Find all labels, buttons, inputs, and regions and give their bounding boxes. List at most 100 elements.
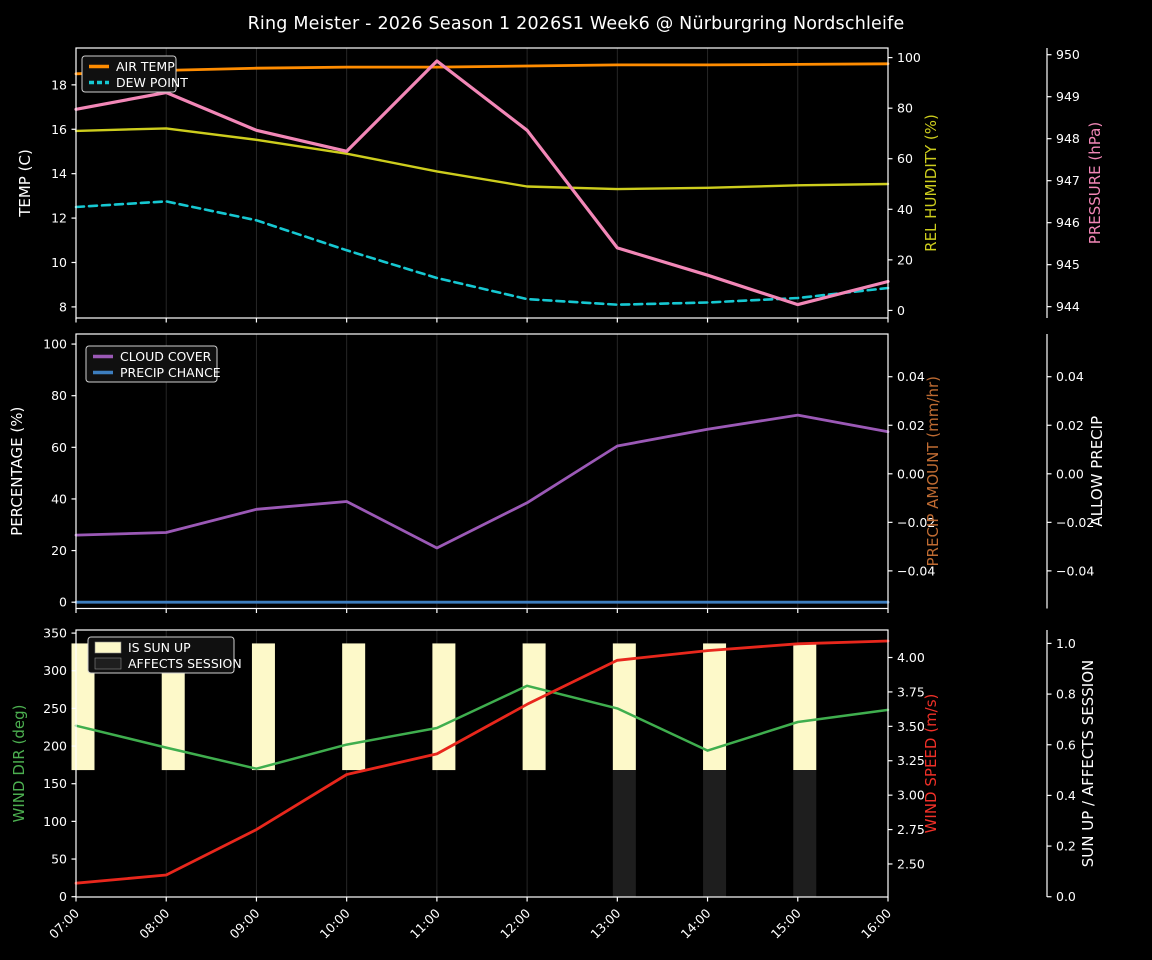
sun-up-tick-label: 0.8 xyxy=(1056,687,1076,702)
panel-precipitation: 0 20 40 60 80 100 PERCENTAGE (%) 0.04 0.02 0.00 −0… xyxy=(8,333,1106,613)
x-tick-label: 09:00 xyxy=(226,905,262,941)
temp-axis: 8 10 12 14 16 18 TEMP (C) xyxy=(16,77,76,314)
wind-dir-tick-label: 50 xyxy=(51,852,67,867)
allow-precip-axis: 0.04 0.02 0.00 −0.02 −0.04 ALLOW PRECIP xyxy=(1046,334,1106,609)
pressure-axis-title: PRESSURE (hPa) xyxy=(1086,122,1104,244)
precip-amount-axis-title: PRECIP AMOUNT (mm/hr) xyxy=(924,376,942,566)
precipitation-legend-label: PRECIP CHANCE xyxy=(120,365,221,380)
wind-speed-axis-title: WIND SPEED (m/s) xyxy=(922,694,940,834)
allow-precip-tick-label: 0.00 xyxy=(1056,466,1084,481)
panel-temperature: 8 10 12 14 16 18 TEMP (C) 0 20 40 60 80 100 REL HUMID… xyxy=(16,47,1104,323)
precipitation-x-axis xyxy=(75,608,889,613)
wind-speed-tick-label: 2.50 xyxy=(897,856,925,871)
chart-title: Ring Meister - 2026 Season 1 2026S1 Week… xyxy=(247,14,905,34)
pressure-tick-label: 950 xyxy=(1056,47,1080,62)
wind-sun-frame xyxy=(75,629,889,898)
pressure-line xyxy=(74,59,890,307)
wind-speed-line xyxy=(74,639,890,885)
precip-amount-tick-label: −0.02 xyxy=(897,515,935,530)
is-sun-up-bar xyxy=(342,643,366,771)
allow-precip-axis-title: ALLOW PRECIP xyxy=(1088,416,1106,527)
percentage-axis-title: PERCENTAGE (%) xyxy=(8,407,26,536)
temp-axis-title: TEMP (C) xyxy=(16,149,34,218)
air-temp-line xyxy=(74,62,890,76)
is-sun-up-bar xyxy=(612,643,636,771)
wind-dir-tick-label: 350 xyxy=(43,626,67,641)
rel-humidity-tick-label: 60 xyxy=(897,151,913,166)
temp-tick-label: 8 xyxy=(59,299,67,314)
is-sun-up-bar xyxy=(703,643,727,771)
wind-dir-axis-title: WIND DIR (deg) xyxy=(10,705,28,823)
wind-sun-x-axis: 07:00 08:00 09:00 10:00 11:00 12:00 13:00 14:00… xyxy=(46,897,894,942)
temperature-frame xyxy=(75,47,889,319)
temperature-gridlines xyxy=(75,48,889,318)
x-tick-label: 10:00 xyxy=(317,905,353,941)
pressure-tick-label: 944 xyxy=(1056,299,1080,314)
wind-dir-tick-label: 0 xyxy=(59,889,67,904)
wind-speed-axis: 2.50 2.75 3.00 3.25 3.50 3.75 4.00 WIND SPEED (… xyxy=(888,650,940,871)
is-sun-up-bar xyxy=(71,643,95,771)
wind-speed-tick-label: 2.75 xyxy=(897,822,925,837)
wind-dir-tick-label: 200 xyxy=(43,739,67,754)
precip-amount-tick-label: 0.00 xyxy=(897,466,925,481)
pressure-axis: 944 945 946 947 948 949 950 PRESSURE (hPa) xyxy=(1046,47,1104,318)
percentage-tick-label: 60 xyxy=(51,440,67,455)
pressure-tick-label: 945 xyxy=(1056,257,1080,272)
rel-humidity-tick-label: 100 xyxy=(897,50,921,65)
pressure-tick-label: 949 xyxy=(1056,89,1080,104)
dew-point-line xyxy=(74,200,890,307)
temp-tick-label: 12 xyxy=(51,211,67,226)
is-sun-up-bar xyxy=(161,643,185,771)
rel-humidity-tick-label: 80 xyxy=(897,101,913,116)
affects-session-bar xyxy=(793,770,817,897)
rel-humidity-tick-label: 40 xyxy=(897,202,913,217)
percentage-tick-label: 20 xyxy=(51,543,67,558)
cloud-cover-line xyxy=(74,413,890,550)
wind-dir-tick-label: 250 xyxy=(43,701,67,716)
x-tick-label: 08:00 xyxy=(136,905,172,941)
precipitation-legend-label: CLOUD COVER xyxy=(120,349,212,364)
temperature-legend-label: DEW POINT xyxy=(116,75,188,90)
pressure-tick-label: 948 xyxy=(1056,131,1080,146)
wind-speed-tick-label: 3.25 xyxy=(897,753,925,768)
temp-tick-label: 16 xyxy=(51,122,67,137)
sun-up-tick-label: 0.2 xyxy=(1056,839,1076,854)
is-sun-up-bar xyxy=(522,643,546,771)
precip-amount-tick-label: −0.04 xyxy=(897,563,935,578)
x-tick-label: 12:00 xyxy=(497,905,533,941)
temperature-x-axis xyxy=(75,318,889,323)
rel-humidity-tick-label: 20 xyxy=(897,252,913,267)
rel-humidity-line xyxy=(74,127,890,191)
wind-sun-legend-label: AFFECTS SESSION xyxy=(128,656,242,671)
wind-sun-legend-label: IS SUN UP xyxy=(128,640,191,655)
affects-session-bars xyxy=(612,770,817,897)
temp-tick-label: 10 xyxy=(51,255,67,270)
wind-speed-tick-label: 3.75 xyxy=(897,684,925,699)
affects-session-bar xyxy=(612,770,636,897)
x-tick-label: 11:00 xyxy=(407,905,443,941)
allow-precip-tick-label: 0.04 xyxy=(1056,369,1084,384)
affects-session-bar xyxy=(703,770,727,897)
allow-precip-tick-label: −0.02 xyxy=(1056,515,1094,530)
wind-speed-tick-label: 4.00 xyxy=(897,650,925,665)
sun-up-axis-title: SUN UP / AFFECTS SESSION xyxy=(1079,660,1097,868)
pressure-tick-label: 947 xyxy=(1056,173,1080,188)
allow-precip-tick-label: 0.02 xyxy=(1056,418,1084,433)
wind-speed-tick-label: 3.00 xyxy=(897,788,925,803)
percentage-tick-label: 100 xyxy=(43,337,67,352)
rel-humidity-axis: 0 20 40 60 80 100 REL HUMIDITY (%) xyxy=(888,50,940,318)
x-tick-label: 13:00 xyxy=(587,905,623,941)
percentage-tick-label: 40 xyxy=(51,491,67,506)
sun-up-tick-label: 0.0 xyxy=(1056,889,1076,904)
wind-dir-tick-label: 150 xyxy=(43,776,67,791)
wind-sun-legend-swatch xyxy=(94,641,122,654)
wind-speed-tick-label: 3.50 xyxy=(897,719,925,734)
temp-tick-label: 14 xyxy=(51,166,67,181)
percentage-tick-label: 80 xyxy=(51,388,67,403)
rel-humidity-tick-label: 0 xyxy=(897,303,905,318)
